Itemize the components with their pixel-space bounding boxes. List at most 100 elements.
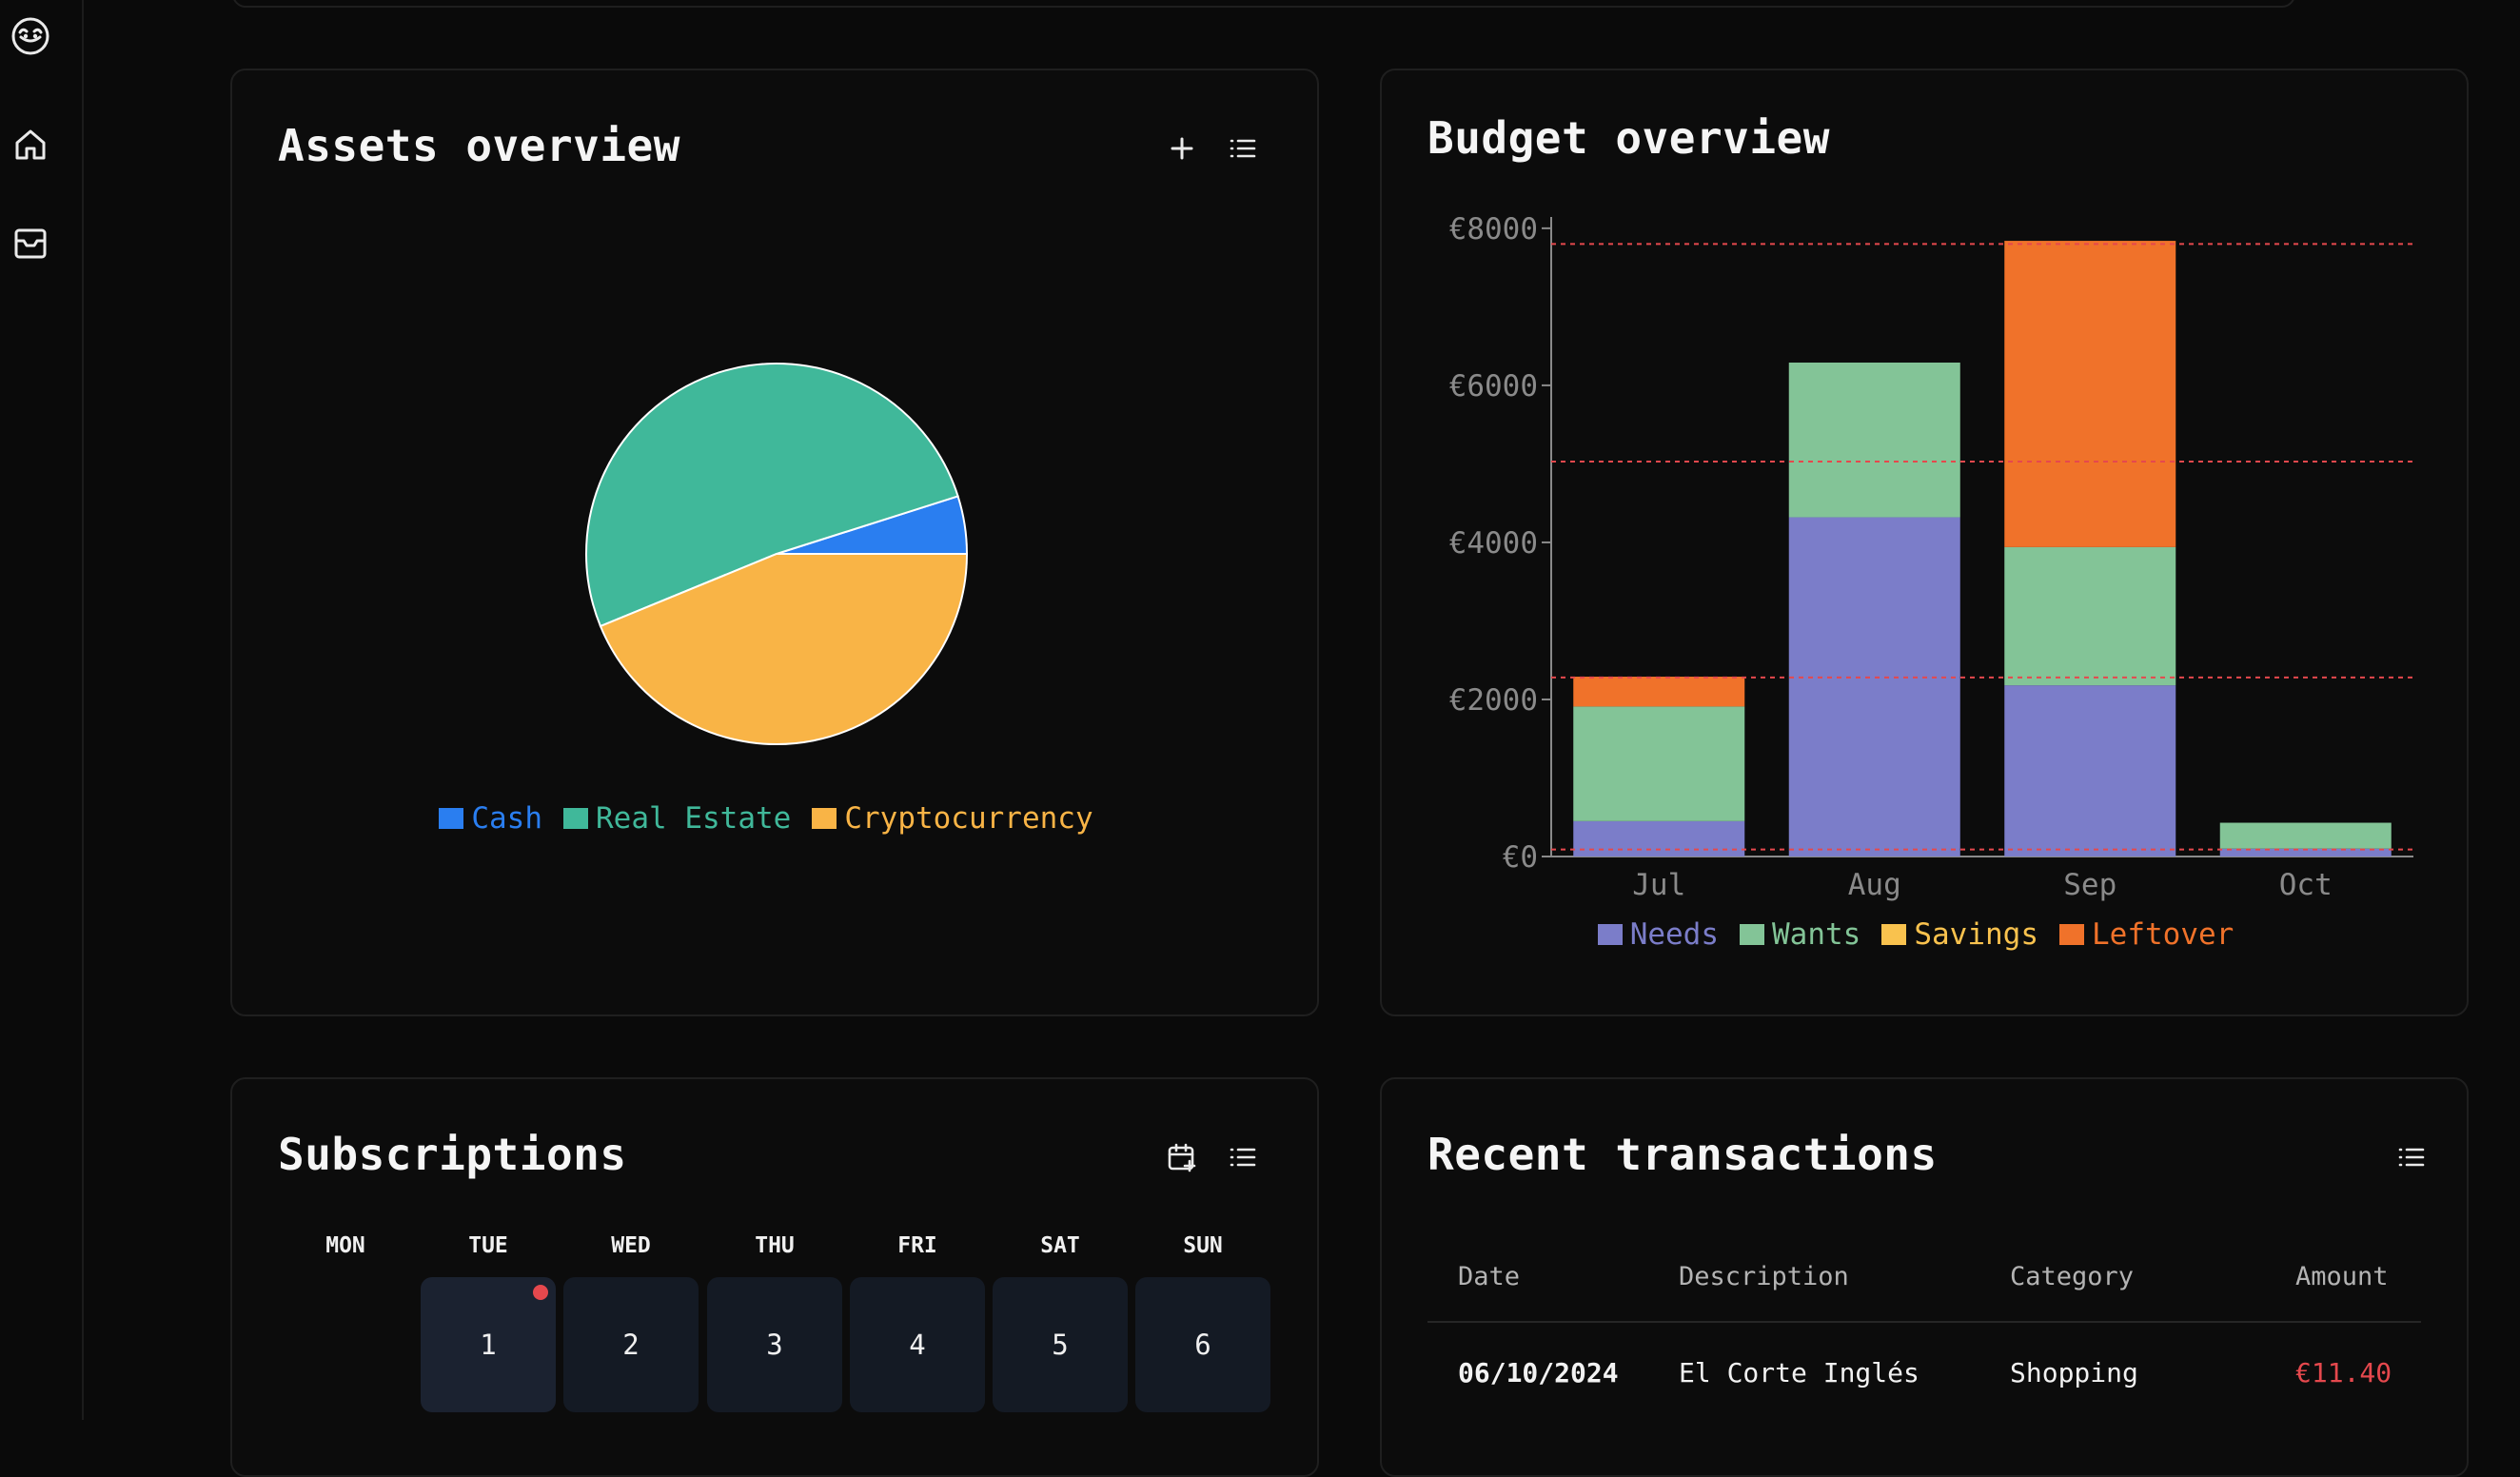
- x-tick-label: Jul: [1632, 868, 1685, 902]
- weekday-thu: THU: [755, 1233, 795, 1258]
- day-number: 3: [766, 1329, 783, 1361]
- assets-pie-chart: [585, 363, 969, 745]
- x-tick-label: Oct: [2279, 868, 2333, 902]
- sidebar: [0, 0, 84, 1420]
- bar-needs-sep: [2004, 685, 2176, 857]
- assets-overview-card: Assets overview Cash Real Estate Cryptocur…: [230, 69, 1319, 1016]
- list-icon: [1230, 139, 1256, 158]
- calendar-day[interactable]: 5: [993, 1277, 1128, 1412]
- subscription-due-dot: [533, 1285, 548, 1300]
- day-number: 2: [622, 1329, 640, 1361]
- budget-title: Budget overview: [1427, 112, 1830, 164]
- weekday-mon: MON: [325, 1233, 365, 1258]
- legend-swatch: [1740, 924, 1765, 945]
- calendar-day[interactable]: 1: [421, 1277, 556, 1412]
- calendar-plus-icon: [1168, 1143, 1196, 1172]
- column-header-category[interactable]: Category: [2010, 1262, 2135, 1291]
- bar-needs-jul: [1573, 820, 1745, 857]
- transactions-list-button[interactable]: [2391, 1136, 2432, 1178]
- legend-swatch: [812, 808, 837, 829]
- legend-item[interactable]: Wants: [1740, 917, 1860, 952]
- legend-label: Wants: [1772, 917, 1861, 952]
- legend-label: Cryptocurrency: [844, 801, 1093, 836]
- assets-list-button[interactable]: [1222, 128, 1264, 169]
- legend-item[interactable]: Leftover: [2059, 917, 2234, 952]
- column-header-amount[interactable]: Amount: [2295, 1262, 2389, 1291]
- column-header-date[interactable]: Date: [1458, 1262, 1521, 1291]
- legend-item[interactable]: Needs: [1597, 917, 1720, 952]
- legend-swatch: [1597, 924, 1623, 945]
- home-icon[interactable]: [10, 124, 51, 166]
- assets-legend: Cash Real Estate Cryptocurrency: [232, 801, 1317, 836]
- logo-icon-svg: [11, 17, 49, 55]
- bar-needs-oct: [2219, 848, 2392, 857]
- calendar-day[interactable]: 4: [850, 1277, 985, 1412]
- transaction-amount: €11.40: [2295, 1357, 2392, 1388]
- weekday-fri: FRI: [897, 1233, 937, 1258]
- inbox-icon-svg: [14, 228, 47, 259]
- y-tick-label: €8000: [1449, 212, 1538, 246]
- pie-slice-real-estate: [585, 363, 959, 628]
- bar-wants-jul: [1573, 706, 1745, 821]
- budget-legend: Needs Wants Savings Leftover: [1382, 917, 2467, 952]
- column-header-description[interactable]: Description: [1679, 1262, 1849, 1291]
- day-number: 6: [1194, 1329, 1211, 1361]
- calendar-day[interactable]: 6: [1135, 1277, 1270, 1412]
- calendar-day[interactable]: 2: [563, 1277, 699, 1412]
- weekday-sun: SUN: [1183, 1233, 1223, 1258]
- top-card-edge: [232, 0, 2295, 8]
- legend-label: Savings: [1914, 917, 2038, 952]
- legend-label: Cash: [471, 801, 543, 836]
- legend-swatch: [439, 808, 464, 829]
- subscriptions-title: Subscriptions: [278, 1129, 627, 1180]
- x-tick-label: Aug: [1848, 868, 1901, 902]
- legend-swatch: [563, 808, 589, 829]
- bar-wants-aug: [1788, 362, 1960, 518]
- logo-icon[interactable]: [10, 15, 51, 57]
- home-icon-svg: [15, 129, 46, 160]
- day-number: 5: [1052, 1329, 1069, 1361]
- recent-transactions-card: Recent transactions: [1380, 1077, 2469, 1477]
- y-tick-label: €6000: [1449, 369, 1538, 404]
- transaction-description: El Corte Inglés: [1679, 1357, 1920, 1388]
- legend-swatch: [2059, 924, 2084, 945]
- budget-overview-card: Budget overview €0 €2000 €4000 €6000 €8000 Ju…: [1380, 69, 2469, 1016]
- add-asset-button[interactable]: [1161, 128, 1203, 169]
- table-divider: [1427, 1321, 2421, 1323]
- bar-leftover-sep: [2004, 241, 2176, 547]
- bar-wants-oct: [2219, 822, 2392, 849]
- x-tick-label: Sep: [2063, 868, 2116, 902]
- list-icon: [2398, 1148, 2425, 1167]
- inbox-icon[interactable]: [10, 223, 51, 265]
- legend-label: Real Estate: [596, 801, 792, 836]
- assets-title: Assets overview: [278, 120, 680, 171]
- pie-slice-cryptocurrency: [599, 553, 969, 745]
- weekday-tue: TUE: [468, 1233, 508, 1258]
- day-number: 4: [909, 1329, 926, 1361]
- legend-item[interactable]: Cryptocurrency: [812, 801, 1093, 836]
- legend-item[interactable]: Savings: [1881, 917, 2038, 952]
- y-tick-label: €2000: [1449, 683, 1538, 718]
- legend-item[interactable]: Real Estate: [563, 801, 791, 836]
- legend-label: Leftover: [2092, 917, 2235, 952]
- legend-item[interactable]: Cash: [439, 801, 542, 836]
- transaction-category: Shopping: [2010, 1357, 2138, 1388]
- y-tick-label: €0: [1503, 840, 1538, 875]
- budget-bar-chart: €0 €2000 €4000 €6000 €8000 Jul Aug Sep Oct: [1449, 212, 2413, 902]
- legend-label: Needs: [1629, 917, 1720, 952]
- y-tick-label: €4000: [1449, 526, 1538, 561]
- list-icon: [1230, 1148, 1256, 1167]
- subscriptions-list-button[interactable]: [1222, 1136, 1264, 1178]
- calendar-day[interactable]: 3: [707, 1277, 842, 1412]
- weekday-wed: WED: [611, 1233, 651, 1258]
- bar-wants-sep: [2004, 546, 2176, 686]
- day-number: 1: [480, 1329, 497, 1361]
- add-subscription-button[interactable]: [1161, 1136, 1203, 1178]
- bar-needs-aug: [1788, 517, 1960, 857]
- legend-swatch: [1881, 924, 1907, 945]
- plus-icon: [1171, 137, 1193, 160]
- transactions-title: Recent transactions: [1427, 1129, 1938, 1180]
- transaction-date: 06/10/2024: [1458, 1357, 1619, 1388]
- bar-leftover-jul: [1573, 677, 1745, 707]
- weekday-sat: SAT: [1040, 1233, 1080, 1258]
